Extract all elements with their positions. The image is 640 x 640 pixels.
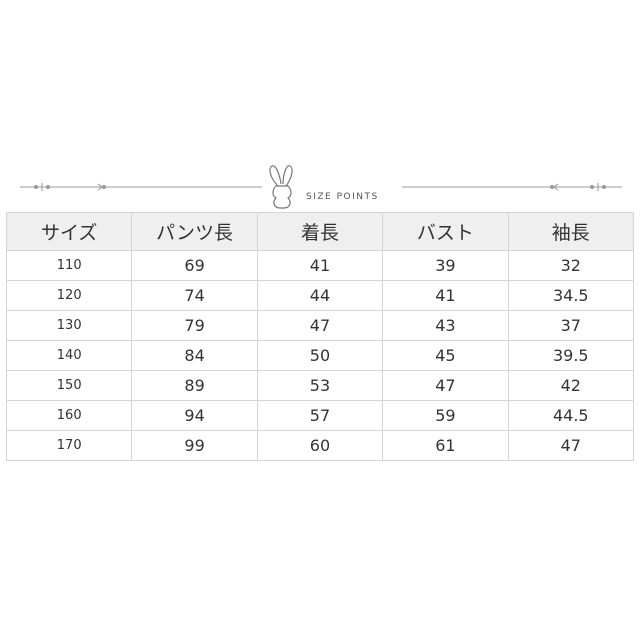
table-row: 150 89 53 47 42 <box>5 370 635 401</box>
table-cell: 99 <box>131 430 258 461</box>
table-cell: 69 <box>131 250 258 281</box>
table-cell: 130 <box>5 310 133 341</box>
table-cell: 74 <box>131 280 258 311</box>
column-header-length: 着長 <box>256 212 384 251</box>
table-cell: 44.5 <box>507 400 635 431</box>
decorative-divider <box>20 165 622 209</box>
column-header-size: サイズ <box>5 212 133 251</box>
table-cell: 47 <box>382 370 509 401</box>
table-cell: 170 <box>5 430 133 461</box>
table-cell: 140 <box>5 340 133 371</box>
table-row: 120 74 44 41 34.5 <box>5 280 635 311</box>
table-cell: 110 <box>5 250 133 281</box>
table-cell: 39 <box>382 250 509 281</box>
column-header-pants-length: パンツ長 <box>131 212 258 251</box>
table-cell: 43 <box>382 310 509 341</box>
table-cell: 39.5 <box>507 340 635 371</box>
table-cell: 41 <box>256 250 384 281</box>
table-cell: 34.5 <box>507 280 635 311</box>
table-cell: 45 <box>382 340 509 371</box>
table-cell: 60 <box>256 430 384 461</box>
table-cell: 32 <box>507 250 635 281</box>
table-cell: 94 <box>131 400 258 431</box>
table-row: 170 99 60 61 47 <box>5 430 635 461</box>
table-cell: 41 <box>382 280 509 311</box>
table-cell: 84 <box>131 340 258 371</box>
table-cell: 79 <box>131 310 258 341</box>
table-row: 140 84 50 45 39.5 <box>5 340 635 371</box>
size-chart-table: サイズ パンツ長 着長 バスト 袖長 110 69 41 39 32 120 74 44 41 3… <box>5 212 635 461</box>
table-cell: 160 <box>5 400 133 431</box>
table-cell: 50 <box>256 340 384 371</box>
bunny-icon <box>269 165 293 209</box>
table-header-row: サイズ パンツ長 着長 バスト 袖長 <box>5 212 635 251</box>
table-row: 110 69 41 39 32 <box>5 250 635 281</box>
table-row: 130 79 47 43 37 <box>5 310 635 341</box>
table-cell: 61 <box>382 430 509 461</box>
table-cell: 37 <box>507 310 635 341</box>
table-cell: 120 <box>5 280 133 311</box>
table-cell: 53 <box>256 370 384 401</box>
table-cell: 42 <box>507 370 635 401</box>
table-cell: 89 <box>131 370 258 401</box>
column-header-sleeve: 袖長 <box>507 212 635 251</box>
table-cell: 47 <box>507 430 635 461</box>
table-row: 160 94 57 59 44.5 <box>5 400 635 431</box>
table-cell: 44 <box>256 280 384 311</box>
column-header-bust: バスト <box>382 212 509 251</box>
table-cell: 150 <box>5 370 133 401</box>
size-points-label: SIZE POINTS <box>306 192 379 202</box>
table-cell: 47 <box>256 310 384 341</box>
table-cell: 57 <box>256 400 384 431</box>
table-cell: 59 <box>382 400 509 431</box>
